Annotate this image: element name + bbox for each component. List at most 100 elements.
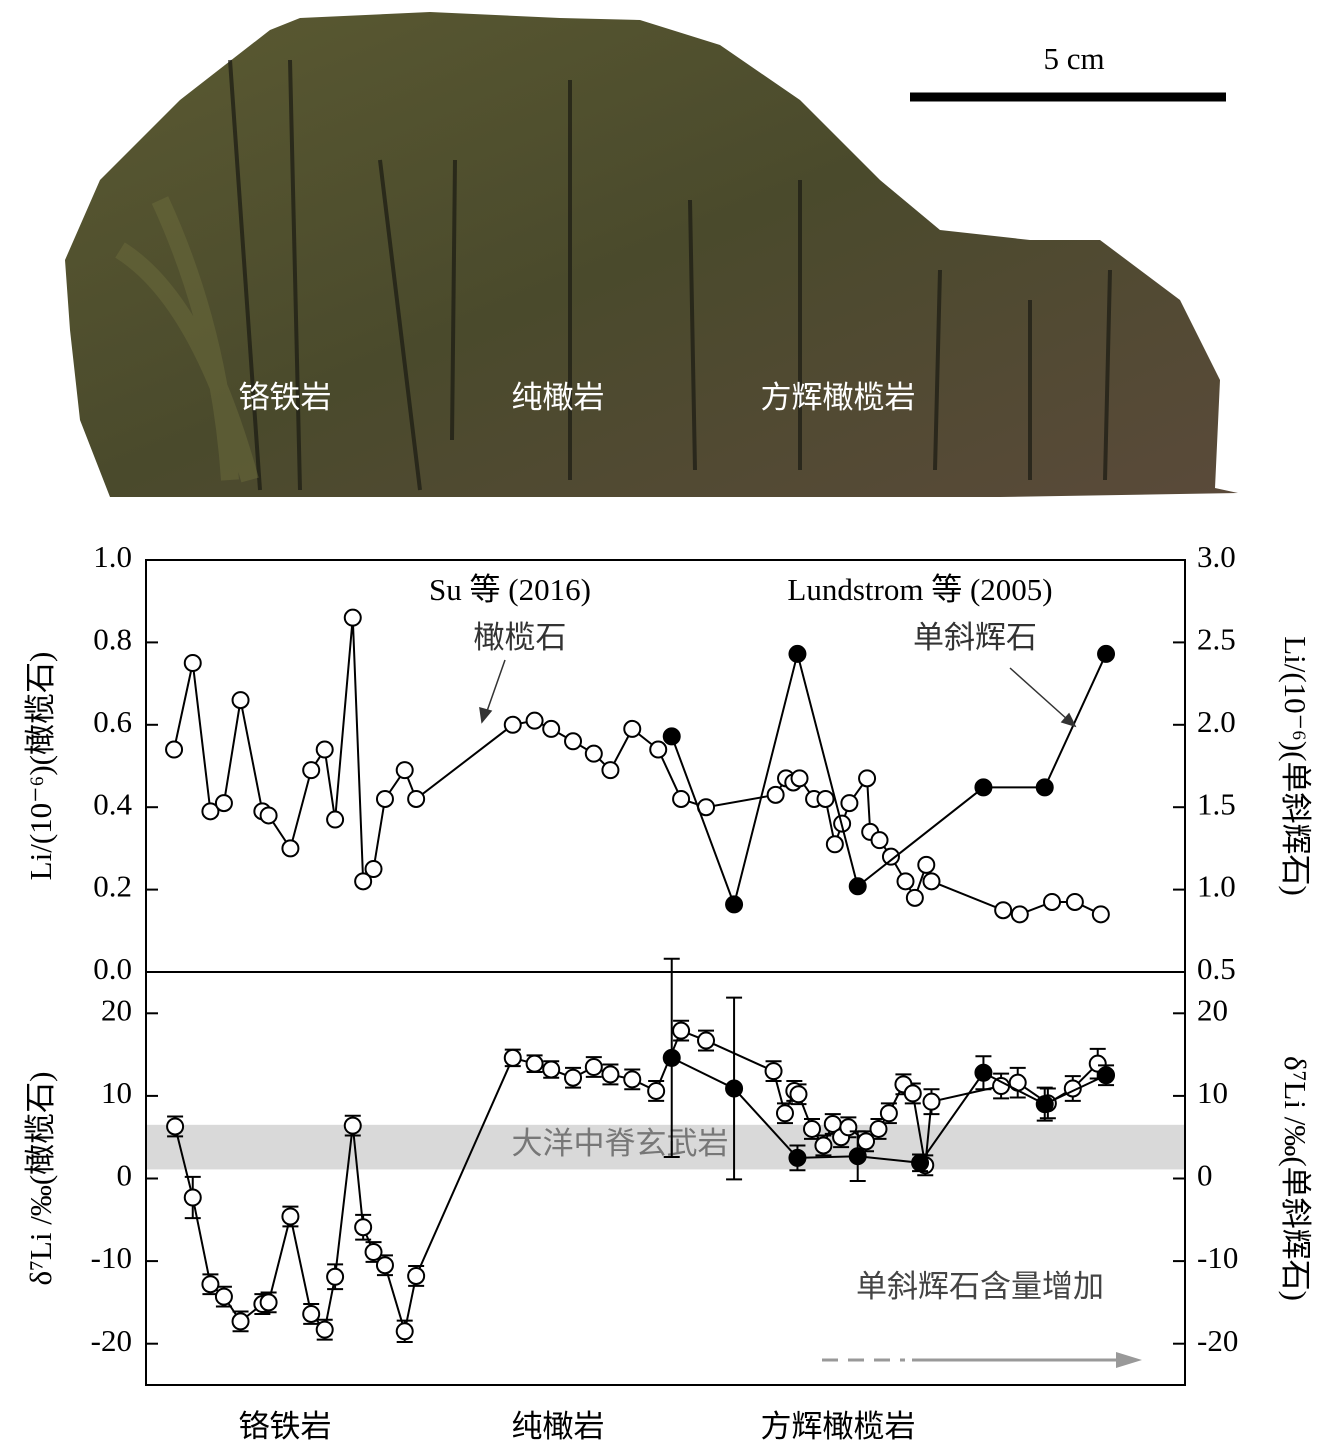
annotation: Su 等 (2016) bbox=[429, 572, 591, 607]
marker bbox=[857, 1132, 876, 1151]
marker bbox=[647, 1081, 666, 1100]
band-label: 大洋中脊玄武岩 bbox=[512, 1126, 729, 1161]
marker bbox=[848, 1147, 867, 1166]
marker bbox=[879, 1104, 898, 1123]
marker bbox=[302, 761, 321, 780]
marker bbox=[922, 1092, 941, 1111]
marker bbox=[649, 740, 668, 759]
marker bbox=[326, 1267, 345, 1286]
marker bbox=[766, 785, 785, 804]
marker bbox=[623, 1070, 642, 1089]
y-tick-label: 20 bbox=[1197, 992, 1228, 1027]
marker bbox=[601, 1065, 620, 1084]
marker bbox=[503, 715, 522, 734]
marker bbox=[911, 1153, 930, 1172]
marker bbox=[840, 794, 859, 813]
series-line bbox=[671, 1057, 1107, 1164]
series-label: 橄榄石 bbox=[474, 620, 567, 655]
marker bbox=[725, 895, 744, 914]
marker bbox=[542, 719, 561, 738]
marker bbox=[1097, 644, 1116, 663]
marker bbox=[672, 789, 691, 808]
y-tick-label: 10 bbox=[1197, 1075, 1228, 1110]
marker bbox=[816, 789, 835, 808]
y-tick-label: 0 bbox=[117, 1158, 133, 1193]
marker bbox=[789, 1085, 808, 1104]
marker bbox=[922, 872, 941, 891]
y-tick-label: 0.5 bbox=[1197, 951, 1236, 986]
rock-label: 方辉橄榄岩 bbox=[761, 1409, 916, 1444]
marker bbox=[623, 719, 642, 738]
marker bbox=[231, 1312, 250, 1331]
marker bbox=[326, 810, 345, 829]
marker bbox=[281, 839, 300, 858]
marker bbox=[525, 1054, 544, 1073]
marker bbox=[231, 691, 250, 710]
marker bbox=[775, 1104, 794, 1123]
marker bbox=[1097, 1066, 1116, 1085]
plots: 0.0 0.2 0.4 0.6 0.8 1.0 0.5 1.0 1.5 2.0 2.5 3.0 Li/(… bbox=[23, 539, 1313, 1358]
marker bbox=[881, 847, 900, 866]
trend-arrow bbox=[822, 1352, 1142, 1368]
marker bbox=[364, 1243, 383, 1262]
marker bbox=[281, 1207, 300, 1226]
marker bbox=[584, 1057, 603, 1076]
y-tick-label: 3.0 bbox=[1197, 539, 1236, 574]
marker bbox=[214, 1287, 233, 1306]
annotation: Lundstrom 等 (2005) bbox=[787, 572, 1052, 607]
marker bbox=[407, 1266, 426, 1285]
y-tick-label: 0 bbox=[1197, 1158, 1213, 1193]
marker bbox=[788, 644, 807, 663]
y2-axis-title: Li/(10⁻⁶)(单斜辉石) bbox=[1278, 636, 1313, 896]
marker bbox=[764, 1062, 783, 1081]
reference-band bbox=[147, 1124, 1184, 1170]
marker bbox=[343, 608, 362, 627]
y-tick-label: 0.0 bbox=[93, 951, 132, 986]
marker bbox=[395, 761, 414, 780]
series-line bbox=[670, 653, 1107, 908]
marker bbox=[395, 1322, 414, 1341]
marker bbox=[584, 744, 603, 763]
marker bbox=[165, 740, 184, 759]
marker bbox=[974, 778, 993, 797]
y-tick-label: -10 bbox=[91, 1240, 132, 1275]
marker bbox=[662, 1048, 681, 1067]
marker bbox=[870, 831, 889, 850]
marker bbox=[343, 1116, 362, 1135]
y-tick-label: -20 bbox=[1197, 1323, 1238, 1358]
marker bbox=[564, 1068, 583, 1087]
marker bbox=[407, 789, 426, 808]
marker bbox=[214, 794, 233, 813]
y-tick-label: 1.0 bbox=[1197, 869, 1236, 904]
marker bbox=[375, 789, 394, 808]
trend-label: 单斜辉石含量增加 bbox=[856, 1269, 1104, 1304]
marker bbox=[601, 761, 620, 780]
marker bbox=[302, 1304, 321, 1323]
marker bbox=[788, 1148, 807, 1167]
marker bbox=[183, 654, 202, 672]
marker bbox=[1010, 905, 1029, 924]
y-tick-label: 0.8 bbox=[93, 622, 132, 657]
y-tick-label: 2.0 bbox=[1197, 704, 1236, 739]
marker bbox=[1035, 778, 1054, 797]
y-tick-label: 1.5 bbox=[1197, 786, 1236, 821]
y-tick-label: 0.2 bbox=[93, 869, 132, 904]
y-tick-label: 2.5 bbox=[1197, 622, 1236, 657]
marker bbox=[905, 888, 924, 907]
rock-label: 纯橄岩 bbox=[512, 1409, 605, 1444]
marker bbox=[166, 1117, 185, 1136]
marker bbox=[259, 806, 278, 825]
marker bbox=[974, 1063, 993, 1082]
y-tick-label: 20 bbox=[101, 992, 132, 1027]
marker bbox=[725, 1079, 744, 1098]
marker bbox=[1035, 1095, 1054, 1114]
marker bbox=[315, 740, 334, 759]
marker bbox=[201, 802, 220, 821]
marker bbox=[992, 1076, 1011, 1095]
marker bbox=[564, 732, 583, 751]
marker bbox=[848, 877, 867, 896]
arrows bbox=[479, 659, 1077, 728]
marker bbox=[896, 872, 915, 891]
marker bbox=[542, 1060, 561, 1079]
